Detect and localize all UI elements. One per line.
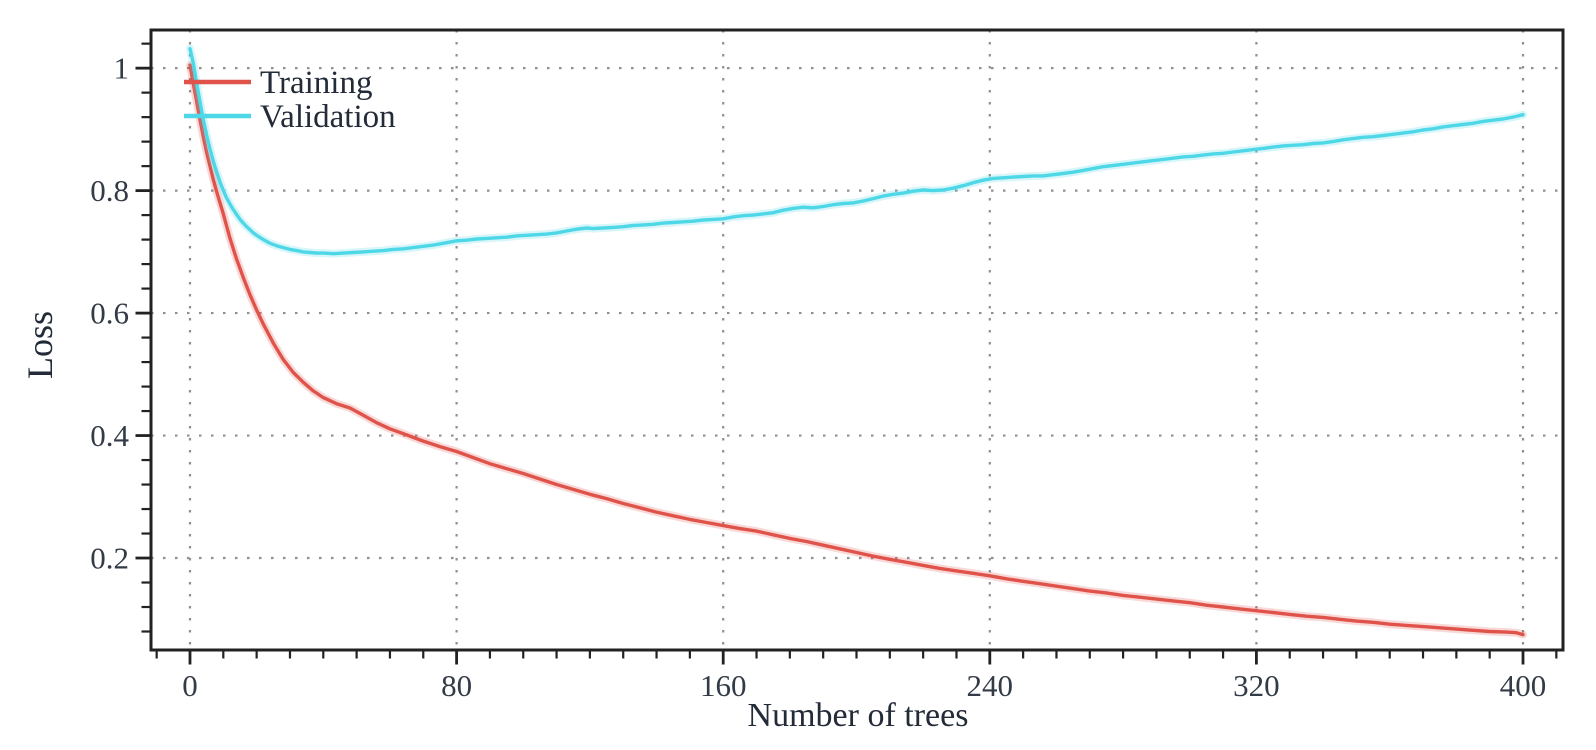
y-tick-label: 0.4	[90, 418, 129, 453]
training-curve	[186, 61, 1527, 639]
plot-border	[149, 28, 1565, 652]
validation-curve-line	[188, 46, 1525, 256]
axis-ticks	[135, 42, 1558, 665]
x-tick-label: 240	[967, 668, 1014, 703]
x-tick-label: 80	[441, 668, 472, 703]
legend-label: Validation	[260, 99, 396, 135]
training-curve-halo	[186, 61, 1527, 639]
y-tick-label: 0.2	[90, 541, 129, 576]
y-tick-labels: 0.2 0.4 0.6 0.8 1	[90, 51, 129, 576]
x-tick-label: 0	[182, 668, 198, 703]
validation-curve-halo	[186, 44, 1527, 258]
legend-item-training: Training	[184, 65, 372, 101]
legend-label: Training	[260, 65, 372, 101]
validation-curve	[186, 44, 1527, 258]
x-tick-label: 320	[1233, 668, 1280, 703]
legend-item-validation: Validation	[184, 99, 396, 135]
y-tick-label: 1	[114, 51, 130, 86]
x-tick-label: 400	[1500, 668, 1547, 703]
y-tick-label: 0.8	[90, 173, 129, 208]
y-axis-title: Loss	[20, 311, 60, 379]
gridlines	[151, 30, 1563, 650]
x-axis-title: Number of trees	[748, 697, 969, 734]
x-tick-labels: 0 80 160 240 320 400	[182, 668, 1546, 703]
y-tick-label: 0.6	[90, 296, 129, 331]
x-tick-label: 160	[700, 668, 747, 703]
training-curve-line	[188, 63, 1525, 637]
